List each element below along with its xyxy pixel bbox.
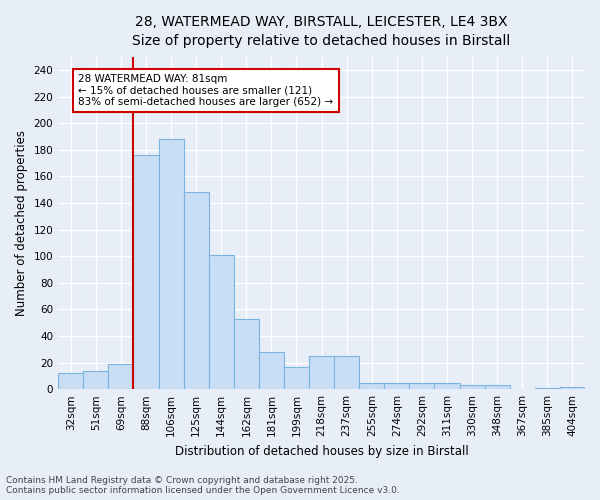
- Bar: [58, 373, 83, 389]
- Bar: [409, 382, 434, 389]
- Bar: [109, 364, 133, 389]
- X-axis label: Distribution of detached houses by size in Birstall: Distribution of detached houses by size …: [175, 444, 469, 458]
- Bar: [485, 385, 510, 389]
- Bar: [359, 382, 385, 389]
- Bar: [560, 386, 585, 389]
- Bar: [434, 382, 460, 389]
- Bar: [83, 370, 109, 389]
- Bar: [133, 155, 158, 389]
- Bar: [334, 356, 359, 389]
- Bar: [284, 366, 309, 389]
- Bar: [309, 356, 334, 389]
- Bar: [209, 255, 234, 389]
- Text: Contains HM Land Registry data © Crown copyright and database right 2025.
Contai: Contains HM Land Registry data © Crown c…: [6, 476, 400, 495]
- Text: 28 WATERMEAD WAY: 81sqm
← 15% of detached houses are smaller (121)
83% of semi-d: 28 WATERMEAD WAY: 81sqm ← 15% of detache…: [78, 74, 334, 107]
- Bar: [259, 352, 284, 389]
- Bar: [158, 139, 184, 389]
- Bar: [385, 382, 409, 389]
- Y-axis label: Number of detached properties: Number of detached properties: [15, 130, 28, 316]
- Bar: [234, 318, 259, 389]
- Bar: [535, 388, 560, 389]
- Bar: [184, 192, 209, 389]
- Bar: [460, 385, 485, 389]
- Title: 28, WATERMEAD WAY, BIRSTALL, LEICESTER, LE4 3BX
Size of property relative to det: 28, WATERMEAD WAY, BIRSTALL, LEICESTER, …: [133, 15, 511, 48]
